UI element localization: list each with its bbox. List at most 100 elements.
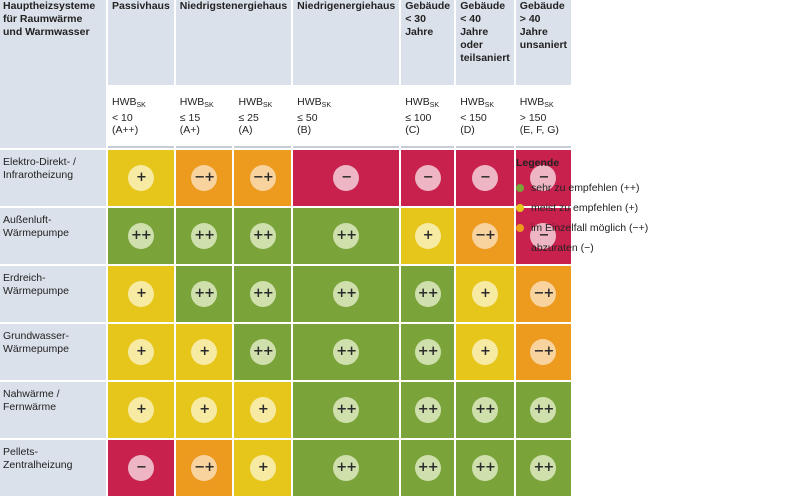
rating-cell: − bbox=[401, 150, 455, 206]
rating-symbol: ++ bbox=[472, 455, 498, 481]
hwb-cell: HWBSK ≤ 25 (A) bbox=[234, 87, 292, 148]
rating-symbol: ++ bbox=[333, 455, 360, 481]
rating-symbol: + bbox=[472, 281, 498, 307]
rating-symbol: + bbox=[127, 281, 154, 307]
rating-cell: ++ bbox=[293, 440, 400, 496]
rating-symbol: ++ bbox=[333, 397, 360, 423]
legend-dot-icon bbox=[516, 224, 524, 232]
legend-title: Legende bbox=[516, 157, 560, 169]
column-header-gebaeude-30: Gebäude < 30 Jahre bbox=[401, 0, 455, 85]
hwb-label: HWBSK bbox=[405, 96, 440, 109]
rating-symbol: ++ bbox=[414, 339, 441, 365]
rating-cell: ++ bbox=[234, 266, 292, 322]
rating-cell: −+ bbox=[175, 440, 233, 496]
rating-symbol: + bbox=[414, 223, 441, 249]
row-label: Nahwärme / Fernwärme bbox=[0, 382, 106, 438]
rating-symbol: ++ bbox=[530, 455, 557, 481]
rating-symbol: ++ bbox=[127, 223, 154, 249]
rating-cell: ++ bbox=[293, 208, 400, 264]
rating-symbol: + bbox=[127, 165, 154, 191]
table-row: Elektro-Direkt- / Infrarotheizung + −+ −+ − −… bbox=[0, 150, 572, 206]
rating-cell: ++ bbox=[456, 382, 514, 438]
hwb-range: < 10 bbox=[112, 112, 133, 124]
hwb-label: HWBSK bbox=[238, 96, 273, 109]
rating-cell: −+ bbox=[515, 324, 572, 380]
hwb-label: HWBSK bbox=[519, 96, 554, 109]
legend-item: sehr zu empfehlen (++) bbox=[516, 178, 648, 198]
rating-symbol: ++ bbox=[191, 223, 218, 249]
row-label: Erdreich-Wärmepumpe bbox=[0, 266, 106, 322]
legend-label: im Einzelfall möglich (−+) bbox=[531, 222, 649, 234]
hwb-label: HWBSK bbox=[179, 96, 214, 109]
hwb-label: HWBSK bbox=[460, 96, 495, 109]
rating-symbol: ++ bbox=[249, 223, 276, 249]
rating-cell: ++ bbox=[515, 440, 572, 496]
corner-header: Hauptheizsysteme für Raumwärme und Warmw… bbox=[0, 0, 106, 148]
rating-symbol: ++ bbox=[414, 397, 441, 423]
rating-cell: + bbox=[401, 208, 455, 264]
rating-cell: + bbox=[175, 324, 233, 380]
rating-cell: − bbox=[456, 150, 514, 206]
rating-cell: − bbox=[515, 208, 572, 264]
hwb-label: HWBSK bbox=[112, 96, 146, 109]
legend-label: sehr zu empfehlen (++) bbox=[531, 182, 640, 194]
matrix-body: Elektro-Direkt- / Infrarotheizung + −+ −+ − −… bbox=[0, 150, 572, 496]
rating-symbol: ++ bbox=[249, 281, 276, 307]
rating-symbol: −+ bbox=[472, 223, 498, 249]
rating-symbol: −+ bbox=[530, 339, 557, 365]
rating-cell: ++ bbox=[401, 266, 455, 322]
column-header-niedrigstenergiehaus: Niedrigstenergiehaus bbox=[175, 0, 292, 85]
rating-symbol: + bbox=[127, 339, 154, 365]
rating-cell: ++ bbox=[401, 440, 455, 496]
hwb-cell: HWBSK < 150 (D) bbox=[456, 87, 514, 148]
energy-class: (C) bbox=[405, 124, 420, 136]
rating-cell: + bbox=[108, 324, 174, 380]
hwb-cell: HWBSK > 150 (E, F, G) bbox=[515, 87, 572, 148]
rating-cell: ++ bbox=[234, 208, 292, 264]
hwb-cell: HWBSK ≤ 15 (A+) bbox=[175, 87, 233, 148]
rating-symbol: + bbox=[472, 339, 498, 365]
legend-dot-icon bbox=[516, 184, 524, 192]
hwb-range: ≤ 25 bbox=[238, 112, 259, 124]
energy-class: (A+) bbox=[179, 124, 200, 136]
rating-cell: ++ bbox=[515, 382, 572, 438]
rating-symbol: − bbox=[333, 165, 360, 191]
rating-symbol: ++ bbox=[333, 281, 360, 307]
rating-symbol: + bbox=[127, 397, 154, 423]
rating-cell: ++ bbox=[456, 440, 514, 496]
hwb-range: < 150 bbox=[460, 112, 487, 124]
hwb-cell: HWBSK < 10 (A++) bbox=[108, 87, 174, 148]
rating-cell: −+ bbox=[234, 150, 292, 206]
row-label: Außenluft-Wärmepumpe bbox=[0, 208, 106, 264]
energy-class: (A++) bbox=[112, 124, 139, 136]
rating-symbol: − bbox=[127, 455, 154, 481]
table-row: Grundwasser-Wärmepumpe + + ++ ++ ++ + −+ bbox=[0, 324, 572, 380]
heating-matrix-table: Hauptheizsysteme für Raumwärme und Warmw… bbox=[0, 0, 572, 496]
rating-symbol: −+ bbox=[530, 281, 557, 307]
rating-cell: −+ bbox=[175, 150, 233, 206]
row-label: Grundwasser-Wärmepumpe bbox=[0, 324, 106, 380]
rating-cell: ++ bbox=[401, 324, 455, 380]
rating-symbol: − bbox=[530, 165, 557, 191]
energy-class: (E, F, G) bbox=[519, 124, 559, 136]
rating-symbol: ++ bbox=[472, 397, 498, 423]
legend-item: im Einzelfall möglich (−+) bbox=[516, 218, 648, 238]
rating-cell: + bbox=[108, 382, 174, 438]
rating-cell: + bbox=[456, 266, 514, 322]
rating-cell: + bbox=[108, 150, 174, 206]
rating-symbol: −+ bbox=[191, 165, 218, 191]
rating-symbol: ++ bbox=[333, 339, 360, 365]
hwb-subscript: SK bbox=[204, 102, 214, 109]
rating-symbol: + bbox=[191, 397, 218, 423]
hwb-subscript: SK bbox=[321, 102, 332, 109]
hwb-subscript: SK bbox=[484, 102, 495, 109]
hwb-cell: HWBSK ≤ 100 (C) bbox=[401, 87, 455, 148]
rating-cell: ++ bbox=[234, 324, 292, 380]
rating-symbol: −+ bbox=[191, 455, 218, 481]
row-label: Pellets-Zentralheizung bbox=[0, 440, 106, 496]
hwb-subscript: SK bbox=[136, 102, 146, 109]
column-header-gebaeude-40-unsaniert: Gebäude > 40 Jahre unsaniert bbox=[515, 0, 572, 85]
rating-symbol: ++ bbox=[530, 397, 557, 423]
table-row: Erdreich-Wärmepumpe + ++ ++ ++ ++ + −+ bbox=[0, 266, 572, 322]
rating-symbol: + bbox=[249, 455, 276, 481]
